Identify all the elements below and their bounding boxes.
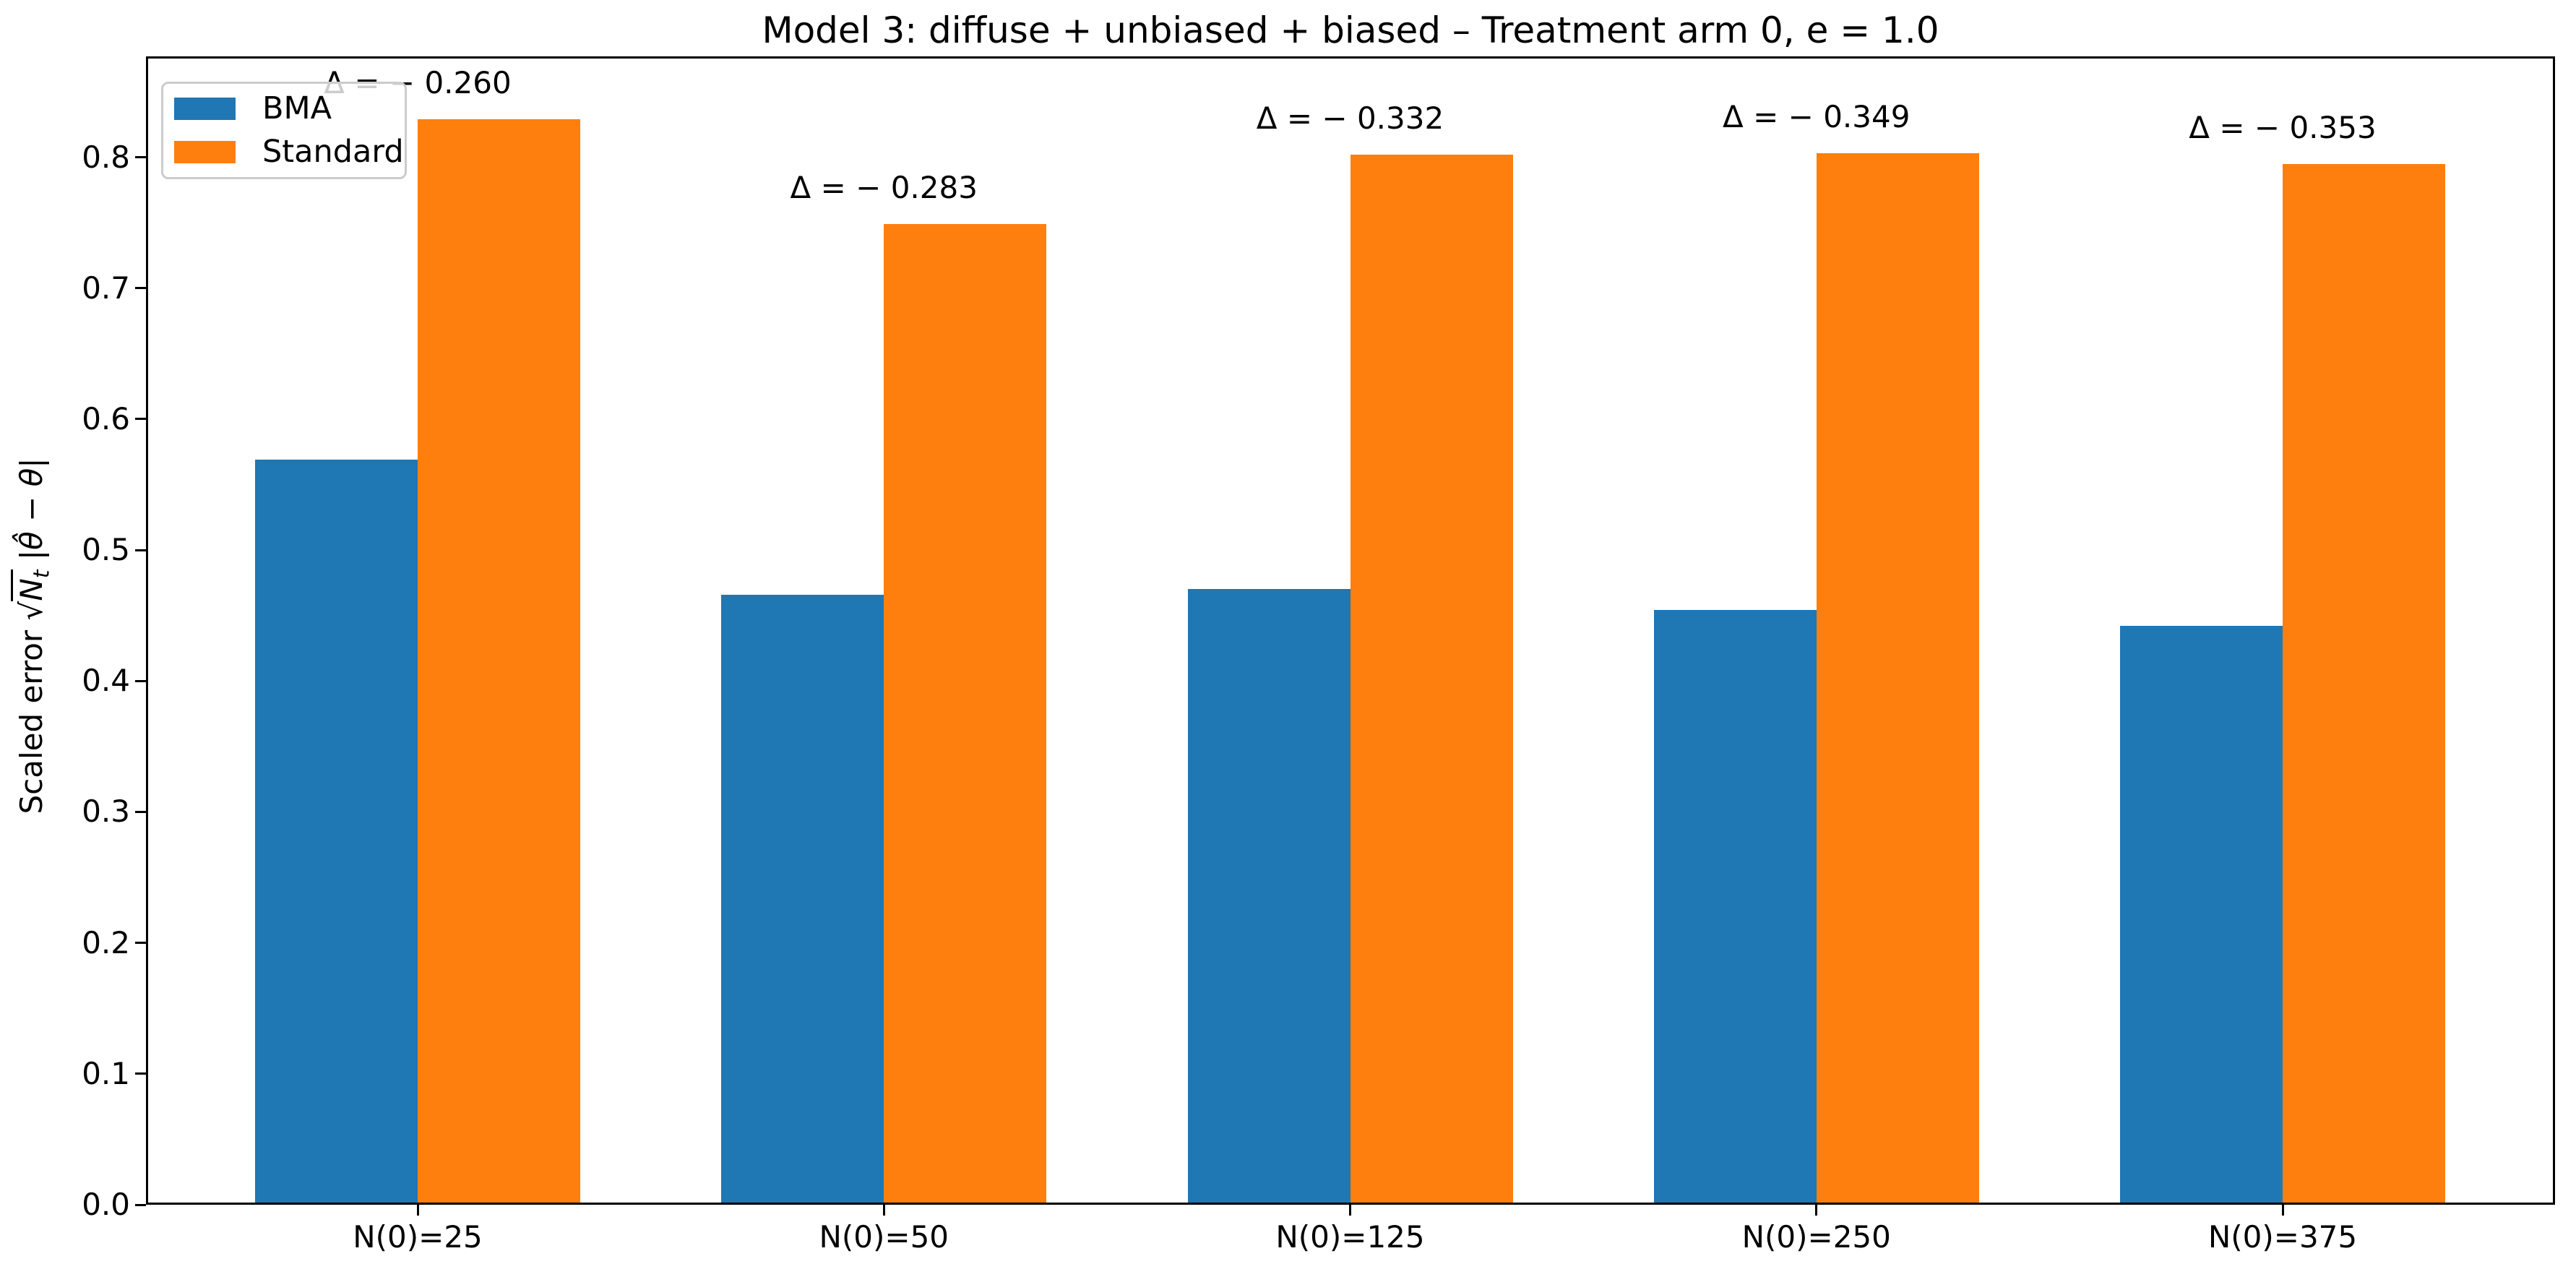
bar-bma-N(0)=25 xyxy=(255,460,418,1203)
delta-annotation: Δ = − 0.283 xyxy=(790,169,978,205)
legend-item-standard: Standard xyxy=(163,134,405,173)
y-tick-label: 0.3 xyxy=(82,794,130,830)
y-tick-label: 0.1 xyxy=(82,1055,130,1091)
bar-bma-N(0)=125 xyxy=(1187,589,1351,1203)
y-tick-label: 0.5 xyxy=(82,532,130,568)
y-tick-mark xyxy=(135,156,146,158)
bar-standard-N(0)=250 xyxy=(1816,153,1979,1203)
x-tick-mark xyxy=(1815,1205,1818,1216)
y-tick-mark xyxy=(135,1203,146,1206)
y-tick-label: 0.2 xyxy=(82,924,130,960)
legend-item-bma: BMA xyxy=(163,90,405,129)
bar-standard-N(0)=25 xyxy=(418,119,580,1203)
legend-swatch-bma xyxy=(174,98,236,120)
legend: BMA Standard xyxy=(161,82,407,179)
x-tick-label: N(0)=375 xyxy=(2207,1219,2358,1255)
x-tick-label: N(0)=250 xyxy=(1741,1219,1891,1255)
y-axis-label-prefix: Scaled error xyxy=(14,629,49,814)
y-tick-label: 0.8 xyxy=(82,139,130,175)
legend-label-standard: Standard xyxy=(262,134,404,170)
bar-standard-N(0)=125 xyxy=(1350,154,1513,1203)
delta-annotation: Δ = − 0.349 xyxy=(1723,99,1911,135)
sqrt-radicand: Nt xyxy=(11,569,54,601)
x-tick-label: N(0)=25 xyxy=(353,1219,483,1255)
x-tick-mark xyxy=(416,1205,419,1216)
y-tick-label: 0.0 xyxy=(82,1187,130,1222)
y-tick-mark xyxy=(135,942,146,945)
x-tick-label: N(0)=50 xyxy=(819,1219,949,1255)
bar-standard-N(0)=375 xyxy=(2283,163,2445,1203)
x-tick-mark xyxy=(2281,1205,2284,1216)
bar-bma-N(0)=375 xyxy=(2120,626,2283,1203)
chart-title: Model 3: diffuse + unbiased + biased – T… xyxy=(762,9,1939,51)
bar-bma-N(0)=250 xyxy=(1653,610,1817,1203)
y-tick-mark xyxy=(135,418,146,421)
y-tick-label: 0.7 xyxy=(82,270,130,306)
bar-standard-N(0)=50 xyxy=(884,223,1047,1203)
y-tick-mark xyxy=(135,549,146,551)
legend-label-bma: BMA xyxy=(262,90,332,126)
y-tick-mark xyxy=(135,287,146,290)
y-tick-mark xyxy=(135,810,146,813)
sqrt-radical-glyph: √ xyxy=(14,601,49,621)
x-tick-label: N(0)=125 xyxy=(1275,1219,1425,1255)
y-tick-mark xyxy=(135,679,146,682)
bar-bma-N(0)=50 xyxy=(721,594,884,1203)
x-tick-mark xyxy=(882,1205,885,1216)
legend-swatch-standard xyxy=(174,141,236,163)
delta-annotation: Δ = − 0.353 xyxy=(2189,109,2377,145)
y-tick-label: 0.4 xyxy=(82,663,130,699)
delta-annotation: Δ = − 0.332 xyxy=(1256,100,1444,136)
x-tick-mark xyxy=(1349,1205,1351,1216)
y-tick-mark xyxy=(135,1072,146,1075)
y-tick-label: 0.6 xyxy=(82,400,130,437)
